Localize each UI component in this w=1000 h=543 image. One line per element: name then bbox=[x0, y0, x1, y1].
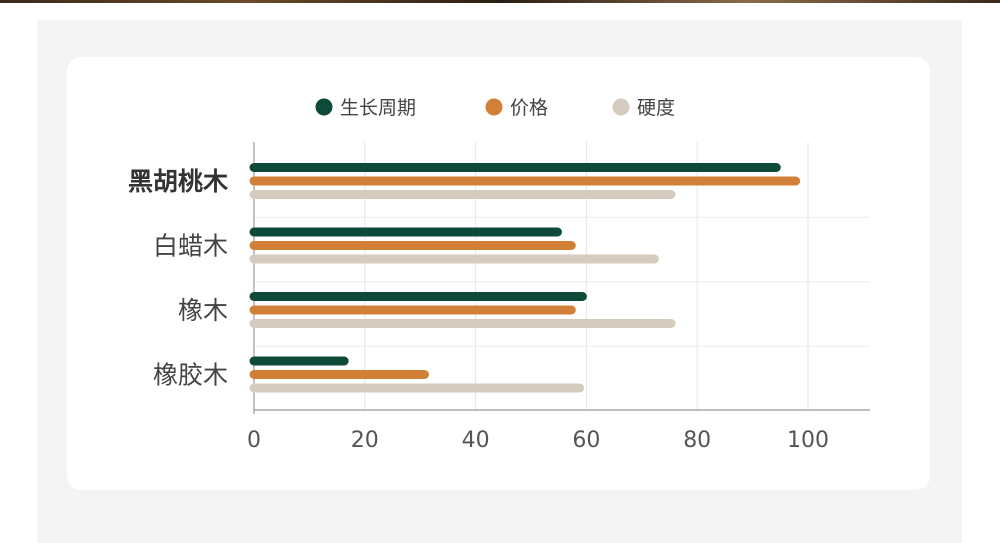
legend-label: 价格 bbox=[510, 97, 548, 119]
legend-label: 硬度 bbox=[637, 97, 675, 119]
legend-marker bbox=[612, 98, 630, 116]
top-decorative-strip bbox=[0, 0, 1000, 3]
legend-label: 生长周期 bbox=[340, 97, 416, 119]
category-label: 白蜡木 bbox=[153, 232, 228, 261]
legend-marker bbox=[315, 98, 333, 116]
x-tick-label: 20 bbox=[351, 428, 379, 453]
x-tick-label: 40 bbox=[462, 428, 490, 453]
x-tick-label: 60 bbox=[572, 428, 600, 453]
category-label: 黑胡桃木 bbox=[128, 167, 228, 196]
x-tick-label: 80 bbox=[683, 428, 711, 453]
chart-card bbox=[67, 57, 930, 490]
category-label: 橡胶木 bbox=[153, 361, 228, 390]
x-tick-label: 0 bbox=[247, 428, 261, 453]
legend-marker bbox=[485, 98, 503, 116]
x-tick-label: 100 bbox=[787, 428, 829, 453]
category-label: 橡木 bbox=[178, 296, 228, 325]
